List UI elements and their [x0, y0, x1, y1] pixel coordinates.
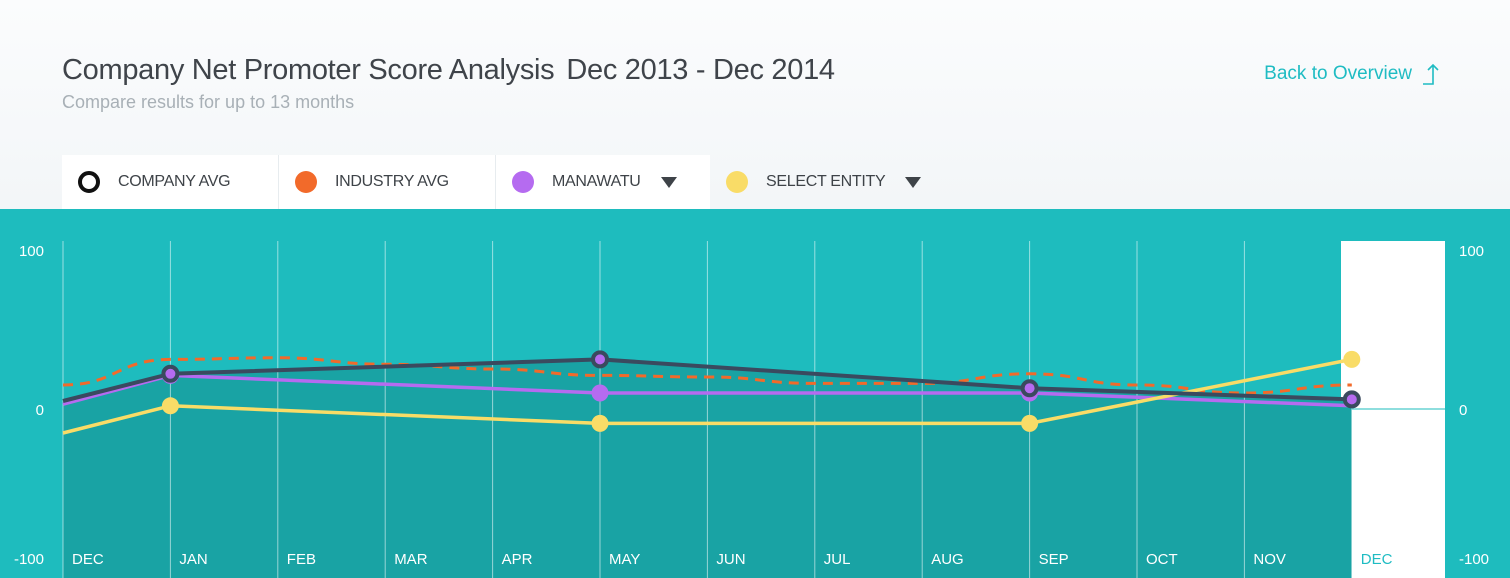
company-avg-point[interactable]	[1342, 390, 1361, 409]
caret-down-icon	[660, 176, 677, 188]
dot-icon	[512, 171, 534, 193]
title-text: Company Net Promoter Score Analysis	[62, 54, 555, 86]
y-tick-label-right: 100	[1459, 243, 1484, 260]
x-tick-label[interactable]: APR	[502, 551, 533, 568]
select-entity-point[interactable]	[591, 414, 609, 432]
arrow-up-icon	[1423, 63, 1439, 85]
page-header: Company Net Promoter Score Analysis Dec 2…	[0, 0, 1510, 210]
company-avg-point[interactable]	[161, 364, 180, 383]
x-tick-label[interactable]: JAN	[179, 551, 207, 568]
y-tick-label-right: -100	[1459, 551, 1489, 568]
legend-industry-avg[interactable]: INDUSTRY AVG	[278, 155, 495, 209]
nps-chart: 100 100 0 0 -100 -100 DEC JAN FEB MAR APR MAY JUN JUL…	[0, 209, 1510, 578]
back-link-label: Back to Overview	[1264, 63, 1412, 84]
legend-label: INDUSTRY AVG	[335, 173, 449, 190]
x-tick-label[interactable]: OCT	[1146, 551, 1178, 568]
y-tick-label-left: -100	[14, 551, 44, 568]
legend-manawatu-dropdown[interactable]: MANAWATU	[495, 155, 710, 209]
dot-icon	[726, 171, 748, 193]
legend-label: MANAWATU	[552, 173, 641, 190]
company-avg-point[interactable]	[1020, 379, 1039, 398]
select-entity-point[interactable]	[1343, 350, 1361, 368]
y-tick-label-left: 100	[19, 243, 44, 260]
x-tick-label-selected: DEC	[1361, 551, 1393, 568]
x-tick-label[interactable]: SEP	[1039, 551, 1069, 568]
y-tick-label-left: 0	[36, 402, 44, 419]
legend-company-avg[interactable]: COMPANY AVG	[62, 155, 278, 209]
company-avg-point[interactable]	[591, 350, 609, 369]
ring-icon	[78, 171, 100, 193]
industry-avg-line	[62, 356, 1352, 395]
x-tick-label[interactable]: AUG	[931, 551, 964, 568]
page-title: Company Net Promoter Score Analysis Dec 2…	[62, 54, 835, 87]
series-legend: COMPANY AVG INDUSTRY AVG MANAWATU SELECT…	[62, 155, 940, 209]
legend-label: SELECT ENTITY	[766, 173, 886, 190]
page-subtitle: Compare results for up to 13 months	[62, 92, 355, 112]
x-tick-label[interactable]: MAY	[609, 551, 640, 568]
x-tick-label[interactable]: NOV	[1253, 551, 1286, 568]
legend-label: COMPANY AVG	[118, 173, 231, 190]
x-tick-label[interactable]: MAR	[394, 551, 428, 568]
chart-svg: 100 100 0 0 -100 -100 DEC JAN FEB MAR APR MAY JUN JUL…	[0, 209, 1510, 578]
date-range: Dec 2013 - Dec 2014	[566, 54, 835, 86]
back-to-overview-link[interactable]: Back to Overview	[1264, 62, 1440, 86]
dot-icon	[295, 171, 317, 193]
caret-down-icon	[905, 176, 922, 188]
manawatu-point[interactable]	[591, 384, 609, 402]
legend-select-entity-dropdown[interactable]: SELECT ENTITY	[710, 155, 940, 209]
y-tick-label-right: 0	[1459, 402, 1467, 419]
select-entity-point[interactable]	[161, 397, 179, 415]
x-tick-label[interactable]: JUN	[716, 551, 745, 568]
x-tick-label[interactable]: JUL	[824, 551, 851, 568]
select-entity-point[interactable]	[1021, 414, 1039, 432]
x-tick-label[interactable]: DEC	[72, 551, 104, 568]
x-tick-label[interactable]: FEB	[287, 551, 316, 568]
